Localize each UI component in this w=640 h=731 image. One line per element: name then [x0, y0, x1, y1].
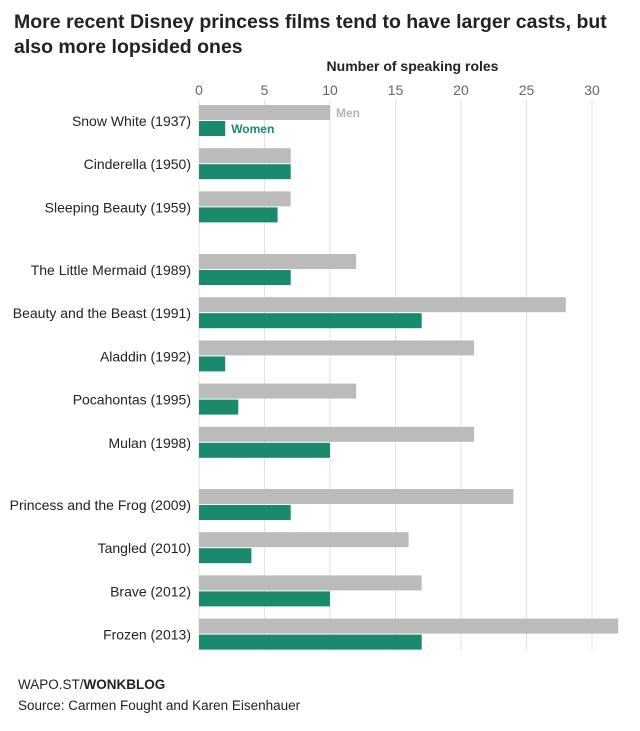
category-label: Frozen (2013) [103, 627, 191, 643]
bar-women [199, 356, 226, 372]
bar-women [199, 505, 291, 520]
brand-line: WAPO.ST/WONKBLOG [18, 677, 165, 692]
bar-women [199, 442, 330, 458]
legend-men: Men [336, 106, 360, 120]
bar-men [199, 489, 514, 504]
bar-women [199, 634, 422, 650]
x-tick-label: 5 [261, 82, 269, 98]
category-label: The Little Mermaid (1989) [31, 262, 191, 278]
bar-men [199, 532, 409, 548]
x-tick-label: 15 [388, 82, 404, 98]
bar-women [199, 207, 278, 223]
category-label: Cinderella (1950) [84, 156, 191, 172]
x-tick-label: 20 [453, 82, 469, 98]
x-tick-label: 0 [195, 82, 203, 98]
category-label: Aladdin (1992) [100, 348, 191, 364]
legend-women: Women [231, 122, 274, 136]
bar-men [199, 618, 619, 634]
brand-name: WONKBLOG [83, 677, 166, 692]
category-label: Princess and the Frog (2009) [10, 497, 191, 513]
bar-women [199, 591, 330, 607]
x-tick-label: 30 [584, 82, 600, 98]
category-label: Brave (2012) [110, 583, 191, 599]
bar-women [199, 313, 422, 329]
bar-men [199, 340, 475, 356]
category-label: Snow White (1937) [72, 113, 191, 129]
bar-men [199, 148, 291, 164]
bar-women [199, 164, 291, 180]
x-axis-label: Number of speaking roles [326, 58, 499, 74]
bar-men [199, 426, 475, 442]
x-tick-label: 10 [322, 82, 338, 98]
source-note: Source: Carmen Fought and Karen Eisenhau… [18, 698, 301, 713]
bar-men [199, 383, 357, 399]
bar-men [199, 191, 291, 207]
bar-men [199, 297, 566, 313]
x-tick-label: 25 [519, 82, 535, 98]
brand-prefix: WAPO.ST/ [18, 677, 84, 692]
category-label: Tangled (2010) [98, 540, 191, 556]
bar-men [199, 105, 330, 120]
category-label: Sleeping Beauty (1959) [45, 199, 191, 215]
bar-women [199, 270, 291, 285]
bar-men [199, 575, 422, 591]
bar-women [199, 548, 252, 564]
category-label: Pocahontas (1995) [73, 392, 191, 408]
bar-women [199, 399, 239, 415]
bar-men [199, 254, 357, 269]
category-label: Beauty and the Beast (1991) [13, 305, 191, 321]
category-label: Mulan (1998) [109, 435, 192, 451]
bar-women [199, 121, 226, 136]
chart-title: More recent Disney princess films tend t… [14, 11, 607, 58]
